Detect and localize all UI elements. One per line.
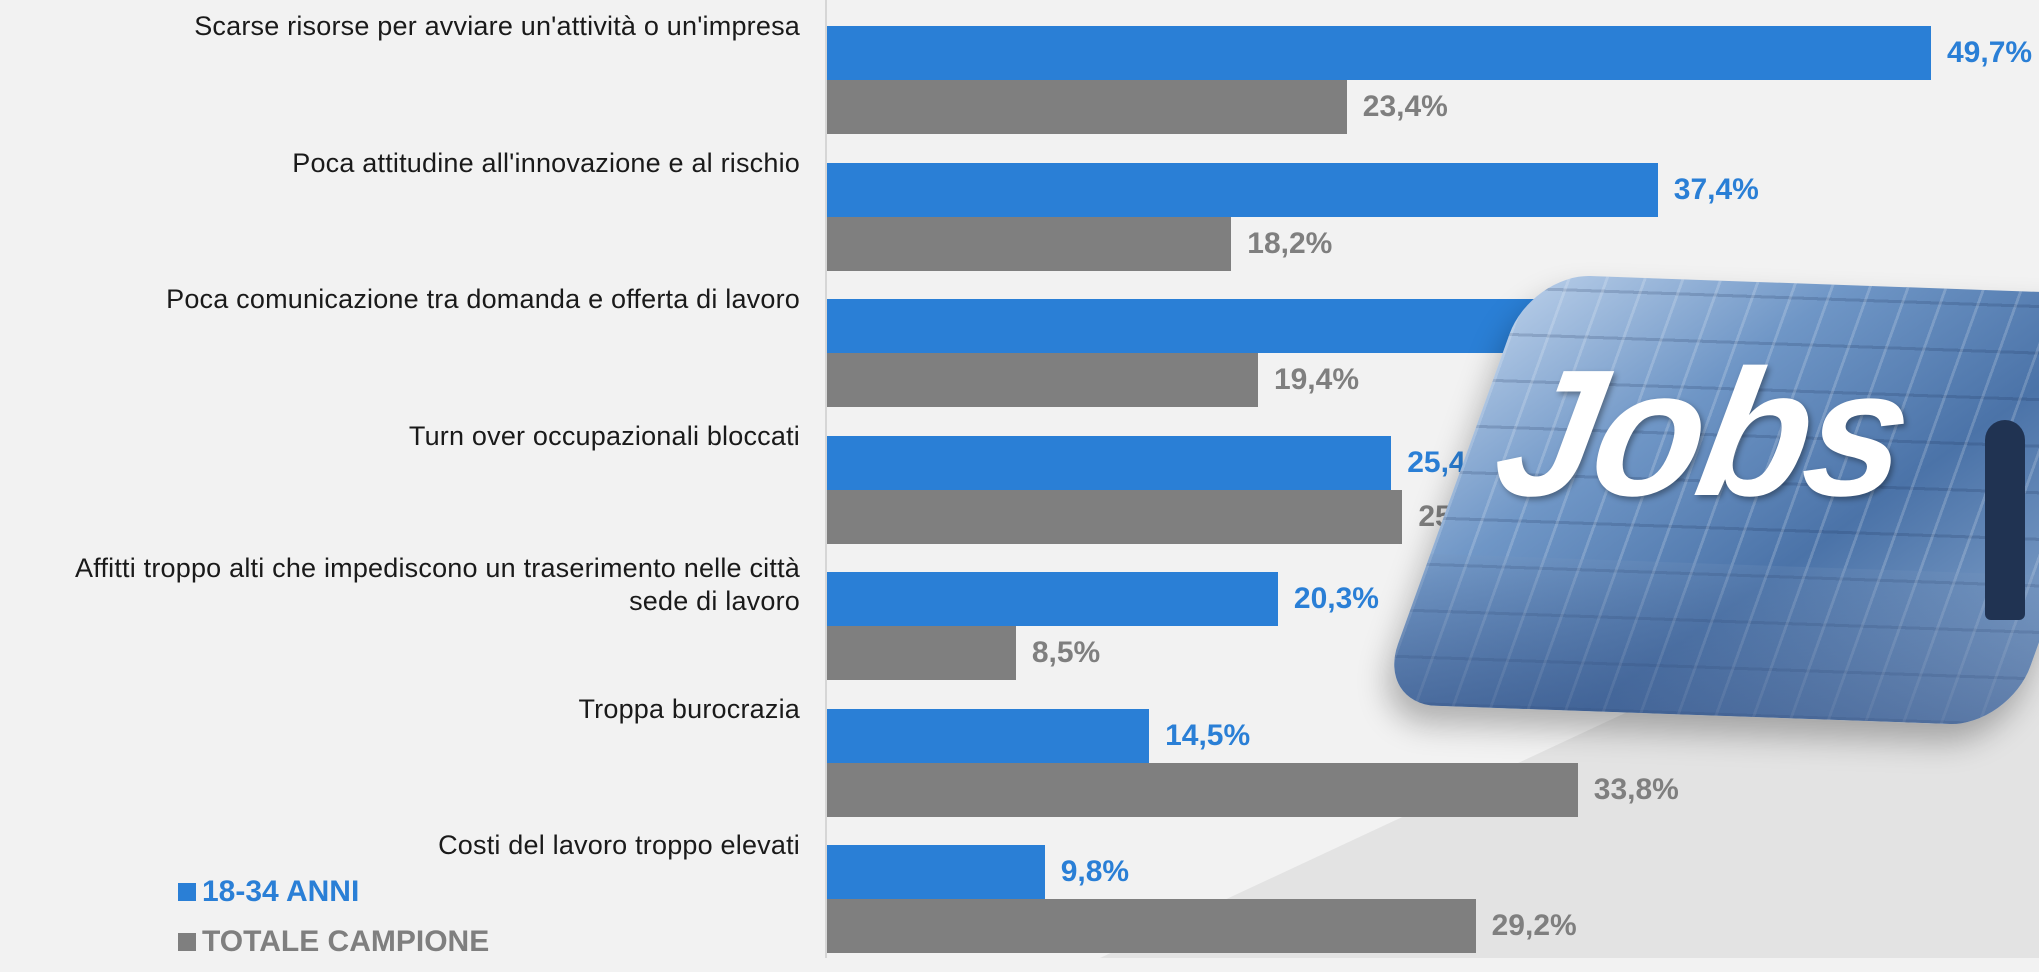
data-label-totale: 33,8% [1593,772,1679,806]
category-axis-line [825,0,827,958]
data-label-totale: 8,5% [1031,636,1101,669]
bar-18-34 [827,572,1278,626]
data-label-18-34: 20,3% [1293,582,1379,615]
category-label: Scarse risorse per avviare un'attività o… [194,11,800,41]
street [1376,553,2039,727]
legend: 18-34 ANNI TOTALE CAMPIONE [178,872,489,972]
bar-totale [827,216,1232,271]
bar-18-34 [827,162,1658,217]
bar-totale [827,80,1347,134]
bar-totale [827,353,1258,407]
category-label: Poca comunicazione tra domanda e offerta… [166,284,800,314]
data-label-18-34: 14,5% [1165,718,1251,752]
data-label-totale: 18,2% [1247,226,1333,260]
category-label: Turn over occupazionali bloccati [408,420,800,451]
bar-totale [827,489,1403,544]
jobs-photo-text: Jobs [1482,333,1922,534]
pedestrian-figure [1985,420,2025,620]
bar-totale [827,762,1578,817]
category-label: Troppa burocrazia [578,693,800,724]
legend-swatch-totale [178,933,196,951]
category-label: Costi del lavoro troppo elevati [438,830,800,860]
bar-18-34 [827,26,1931,80]
bar-18-34 [827,845,1045,899]
bar-18-34 [827,299,1556,353]
data-label-18-34: 49,7% [1947,36,2033,69]
legend-item-totale: TOTALE CAMPIONE [178,922,489,962]
bar-18-34 [827,435,1392,490]
legend-swatch-18-34 [178,883,196,901]
data-label-totale: 19,4% [1273,363,1360,396]
legend-label-totale: TOTALE CAMPIONE [202,925,490,958]
category-label: Poca attitudine all'innovazione e al ris… [292,147,800,178]
bar-totale [827,899,1476,953]
bar-18-34 [827,708,1150,763]
data-label-totale: 23,4% [1362,90,1448,123]
data-label-18-34: 9,8% [1060,855,1130,888]
bar-totale [827,626,1016,680]
data-label-totale: 29,2% [1491,909,1577,942]
legend-item-18-34: 18-34 ANNI [178,872,489,912]
legend-label-18-34: 18-34 ANNI [202,875,360,908]
data-label-18-34: 37,4% [1673,172,1759,206]
category-label: Affitti troppo alti che impediscono un t… [75,553,800,616]
